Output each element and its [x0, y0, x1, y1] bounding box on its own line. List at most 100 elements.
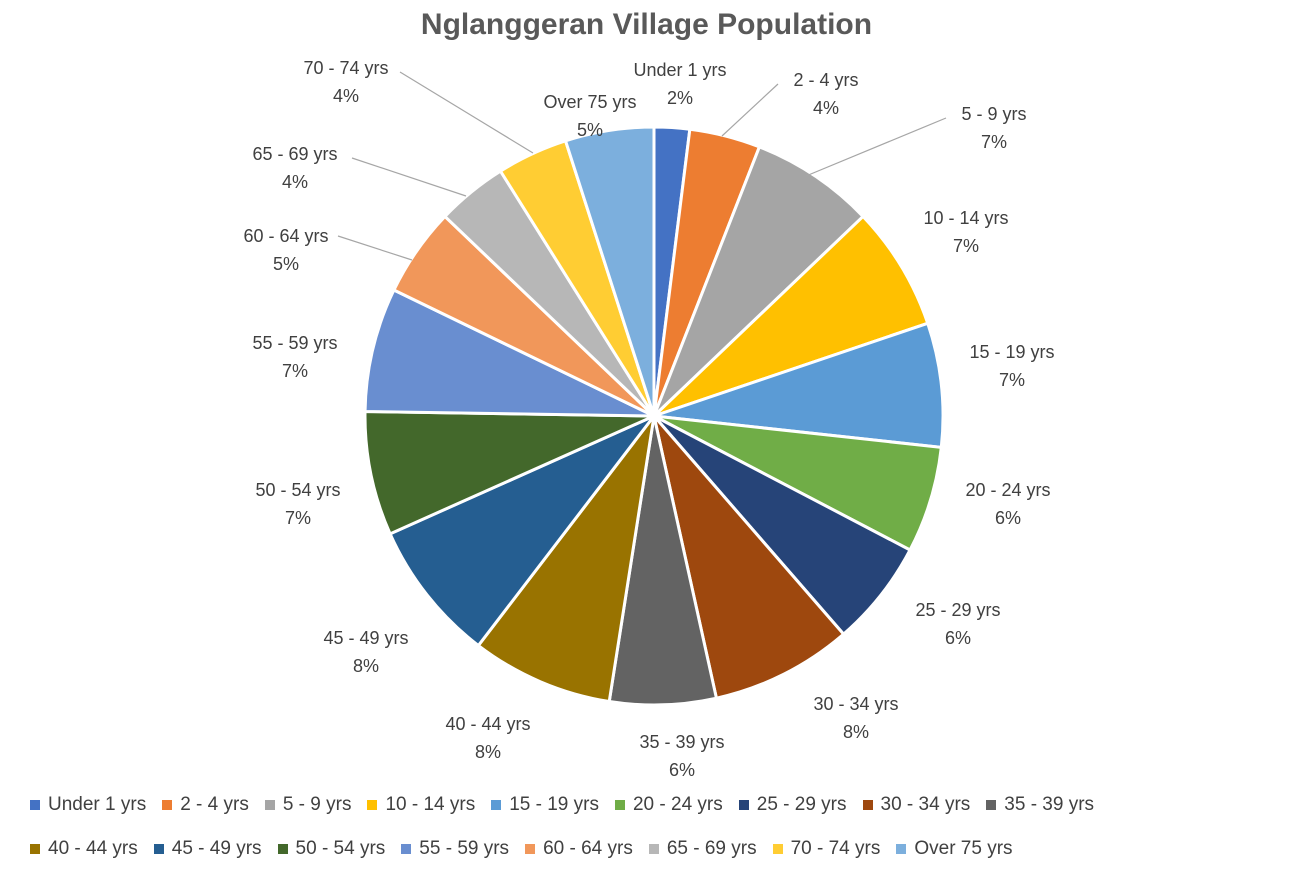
- data-label-value: 8%: [353, 656, 379, 676]
- legend-label: 20 - 24 yrs: [632, 794, 723, 815]
- data-label-category: 20 - 24 yrs: [965, 480, 1050, 500]
- legend-swatch: [491, 800, 502, 810]
- data-label-value: 7%: [981, 132, 1007, 152]
- legend-swatch: [30, 844, 40, 854]
- legend-item: 2 - 4 yrs: [162, 794, 249, 816]
- data-label-category: 60 - 64 yrs: [243, 226, 328, 246]
- leader-line: [351, 157, 467, 197]
- data-label-category: 35 - 39 yrs: [639, 732, 724, 752]
- legend-item: 25 - 29 yrs: [738, 794, 847, 816]
- legend-swatch: [862, 800, 873, 810]
- data-label-category: 10 - 14 yrs: [923, 208, 1008, 228]
- data-label-category: 45 - 49 yrs: [323, 628, 408, 648]
- data-label-value: 2%: [667, 88, 693, 108]
- data-label-value: 4%: [282, 172, 308, 192]
- leader-line: [337, 235, 413, 261]
- legend-item: 55 - 59 yrs: [401, 838, 509, 860]
- leader-line: [805, 117, 947, 177]
- pie-slice: [653, 321, 945, 450]
- data-label-value: 6%: [995, 508, 1021, 528]
- legend-label: 45 - 49 yrs: [171, 838, 262, 859]
- pie-slice: [652, 144, 866, 418]
- pie-slice: [563, 125, 656, 417]
- legend-swatch: [772, 844, 783, 854]
- legend-swatch: [367, 800, 378, 810]
- legend-label: 70 - 74 yrs: [790, 838, 881, 859]
- legend-label: Over 75 yrs: [914, 838, 1013, 859]
- legend-label: 65 - 69 yrs: [666, 838, 757, 859]
- data-label-category: 5 - 9 yrs: [961, 104, 1026, 124]
- data-label-value: 8%: [843, 722, 869, 742]
- data-label-value: 5%: [273, 254, 299, 274]
- leader-line: [721, 83, 779, 137]
- pie-slice: [476, 415, 656, 704]
- pie-slice: [363, 288, 655, 418]
- data-label-category: 30 - 34 yrs: [813, 694, 898, 714]
- legend-label: 15 - 19 yrs: [509, 794, 599, 815]
- legend-item: 5 - 9 yrs: [264, 794, 352, 816]
- data-label-category: 55 - 59 yrs: [252, 333, 337, 353]
- data-label-category: Over 75 yrs: [543, 92, 636, 112]
- legend-item: 65 - 69 yrs: [648, 838, 757, 860]
- legend-swatch: [30, 800, 40, 810]
- pie-slice: [363, 409, 655, 536]
- data-label-value: 4%: [813, 98, 839, 118]
- legend-item: 60 - 64 yrs: [525, 838, 633, 860]
- legend-item: 70 - 74 yrs: [772, 838, 881, 860]
- legend-row-2: 40 - 44 yrs 45 - 49 yrs 50 - 54 yrs 55 - 59…: [30, 837, 1029, 861]
- pie-slice: [388, 414, 656, 648]
- legend-label: 50 - 54 yrs: [295, 838, 386, 859]
- legend-swatch: [986, 800, 997, 810]
- data-label-category: 70 - 74 yrs: [303, 58, 388, 78]
- legend-label: 25 - 29 yrs: [756, 794, 847, 815]
- legend-label: 40 - 44 yrs: [48, 838, 138, 859]
- data-label-category: Under 1 yrs: [633, 60, 726, 80]
- legend-label: 60 - 64 yrs: [543, 838, 633, 859]
- legend-label: 55 - 59 yrs: [419, 838, 510, 859]
- legend-label: Under 1 yrs: [48, 794, 147, 815]
- legend-swatch: [896, 844, 907, 854]
- legend-item: Under 1 yrs: [30, 794, 146, 816]
- data-label-value: 6%: [945, 628, 971, 648]
- data-label-value: 6%: [669, 760, 695, 780]
- legend-label: 30 - 34 yrs: [880, 794, 971, 815]
- data-label-value: 7%: [999, 370, 1025, 390]
- legend-label: 2 - 4 yrs: [180, 794, 249, 815]
- legend-swatch: [264, 800, 275, 810]
- legend-swatch: [162, 800, 173, 810]
- leader-line: [399, 71, 534, 154]
- data-label-value: 8%: [475, 742, 501, 762]
- pie-slice: [652, 214, 930, 418]
- chart-title: Nglanggeran Village Population: [420, 8, 873, 41]
- data-label-category: 25 - 29 yrs: [915, 600, 1000, 620]
- legend-item: 20 - 24 yrs: [614, 794, 723, 816]
- legend-swatch: [738, 800, 749, 810]
- legend-item: 45 - 49 yrs: [153, 838, 262, 860]
- legend-item: 40 - 44 yrs: [30, 838, 138, 860]
- legend-label: 10 - 14 yrs: [385, 794, 476, 815]
- legend-item: 10 - 14 yrs: [367, 794, 475, 816]
- data-label-value: 7%: [282, 361, 308, 381]
- legend-item: Over 75 yrs: [896, 838, 1013, 860]
- legend-label: 35 - 39 yrs: [1004, 794, 1095, 815]
- legend-swatch: [648, 844, 659, 854]
- data-label-category: 40 - 44 yrs: [445, 714, 530, 734]
- legend-label: 5 - 9 yrs: [282, 794, 352, 815]
- data-label-value: 5%: [577, 120, 603, 140]
- legend-item: 35 - 39 yrs: [986, 794, 1094, 816]
- legend-swatch: [153, 844, 164, 854]
- legend-swatch: [614, 800, 625, 810]
- data-label-category: 50 - 54 yrs: [255, 480, 340, 500]
- legend-swatch: [525, 844, 536, 854]
- data-label-value: 7%: [285, 508, 311, 528]
- data-label-category: 15 - 19 yrs: [969, 342, 1054, 362]
- data-label-category: 65 - 69 yrs: [252, 144, 337, 164]
- legend-item: 15 - 19 yrs: [491, 794, 599, 816]
- legend-item: 30 - 34 yrs: [862, 794, 971, 816]
- legend-swatch: [277, 844, 288, 854]
- legend-item: 50 - 54 yrs: [277, 838, 386, 860]
- legend-row-1: Under 1 yrs 2 - 4 yrs 5 - 9 yrs 10 - 14 yrs…: [30, 793, 1110, 817]
- legend-swatch: [401, 844, 412, 854]
